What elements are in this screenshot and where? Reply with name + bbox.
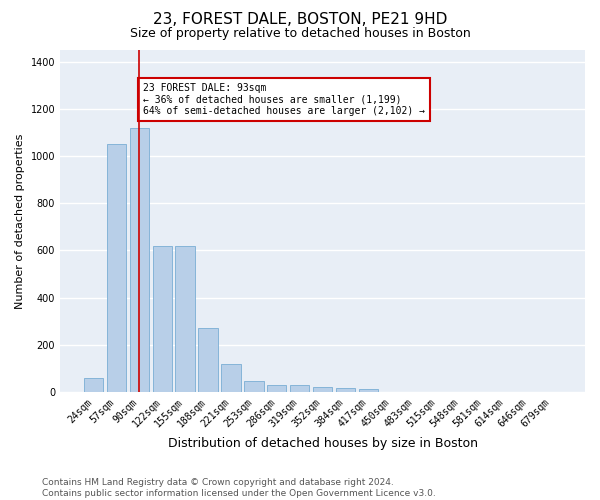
Bar	[313, 387, 332, 392]
Bar	[221, 364, 241, 392]
Bar	[199, 328, 218, 392]
X-axis label: Distribution of detached houses by size in Boston: Distribution of detached houses by size …	[167, 437, 478, 450]
Text: Size of property relative to detached houses in Boston: Size of property relative to detached ho…	[130, 28, 470, 40]
Bar	[107, 144, 126, 392]
Bar	[244, 381, 263, 392]
Bar	[175, 246, 195, 392]
Bar	[130, 128, 149, 392]
Text: 23, FOREST DALE, BOSTON, PE21 9HD: 23, FOREST DALE, BOSTON, PE21 9HD	[153, 12, 447, 28]
Bar	[267, 384, 286, 392]
Y-axis label: Number of detached properties: Number of detached properties	[15, 133, 25, 308]
Bar	[290, 384, 310, 392]
Text: 23 FOREST DALE: 93sqm
← 36% of detached houses are smaller (1,199)
64% of semi-d: 23 FOREST DALE: 93sqm ← 36% of detached …	[143, 83, 425, 116]
Bar	[84, 378, 103, 392]
Text: Contains HM Land Registry data © Crown copyright and database right 2024.
Contai: Contains HM Land Registry data © Crown c…	[42, 478, 436, 498]
Bar	[359, 390, 378, 392]
Bar	[335, 388, 355, 392]
Bar	[152, 246, 172, 392]
